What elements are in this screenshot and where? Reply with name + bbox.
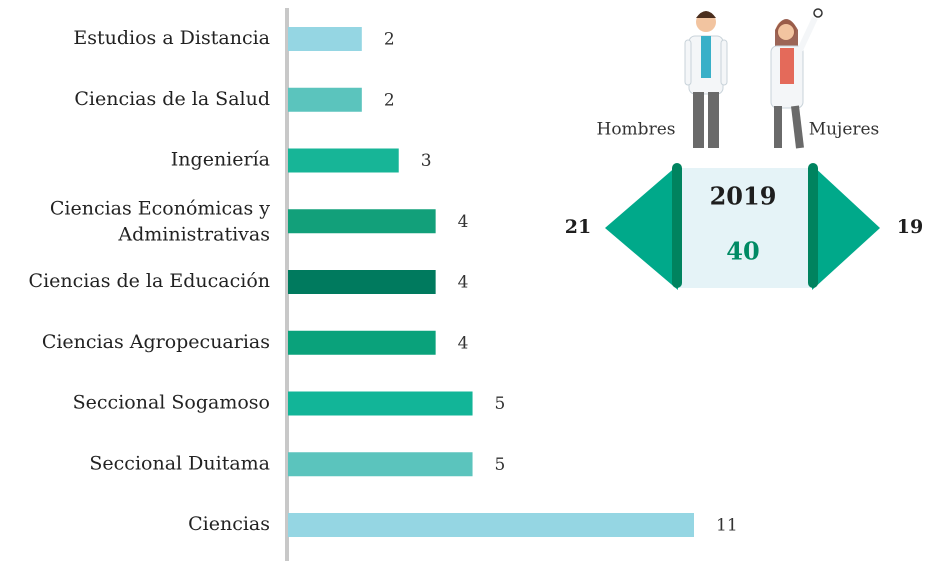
- right-arrow: [812, 165, 880, 290]
- bar: [288, 209, 436, 233]
- value-label: 5: [495, 394, 506, 414]
- bar: [288, 27, 362, 51]
- category-label: Seccional Duitama: [89, 452, 270, 474]
- category-label: Ciencias Agropecuarias: [42, 331, 270, 353]
- infographic: Hombres Mujeres 2019 40 21 19: [565, 9, 923, 290]
- value-label: 11: [716, 516, 738, 536]
- category-label: Ciencias de la Educación: [29, 270, 270, 292]
- men-count: 21: [565, 216, 591, 238]
- category-label: Ingeniería: [171, 149, 270, 171]
- total: 40: [726, 237, 759, 266]
- value-label: 5: [495, 455, 506, 475]
- bar: [288, 392, 473, 416]
- value-label: 2: [384, 90, 395, 110]
- women-count: 19: [897, 216, 923, 238]
- man-figure: [685, 11, 727, 148]
- value-label: 4: [458, 212, 469, 232]
- category-label: Ciencias de la Salud: [74, 88, 270, 110]
- year: 2019: [710, 182, 777, 211]
- category-label: Seccional Sogamoso: [73, 392, 270, 414]
- men-label: Hombres: [597, 120, 676, 140]
- bar: [288, 331, 436, 355]
- bar: [288, 270, 436, 294]
- bar: [288, 513, 694, 537]
- value-label: 2: [384, 30, 395, 50]
- chart: Hombres Mujeres 2019 40 21 19 2 Estudios …: [0, 0, 925, 561]
- left-arrow: [605, 165, 678, 290]
- bar: [288, 149, 399, 173]
- value-label: 4: [458, 273, 469, 293]
- bar: [288, 452, 473, 476]
- category-label: Estudios a Distancia: [73, 27, 270, 49]
- category-label: Ciencias: [188, 513, 270, 535]
- bar: [288, 88, 362, 112]
- value-label: 3: [421, 151, 432, 171]
- value-label: 4: [458, 333, 469, 353]
- women-label: Mujeres: [809, 120, 880, 140]
